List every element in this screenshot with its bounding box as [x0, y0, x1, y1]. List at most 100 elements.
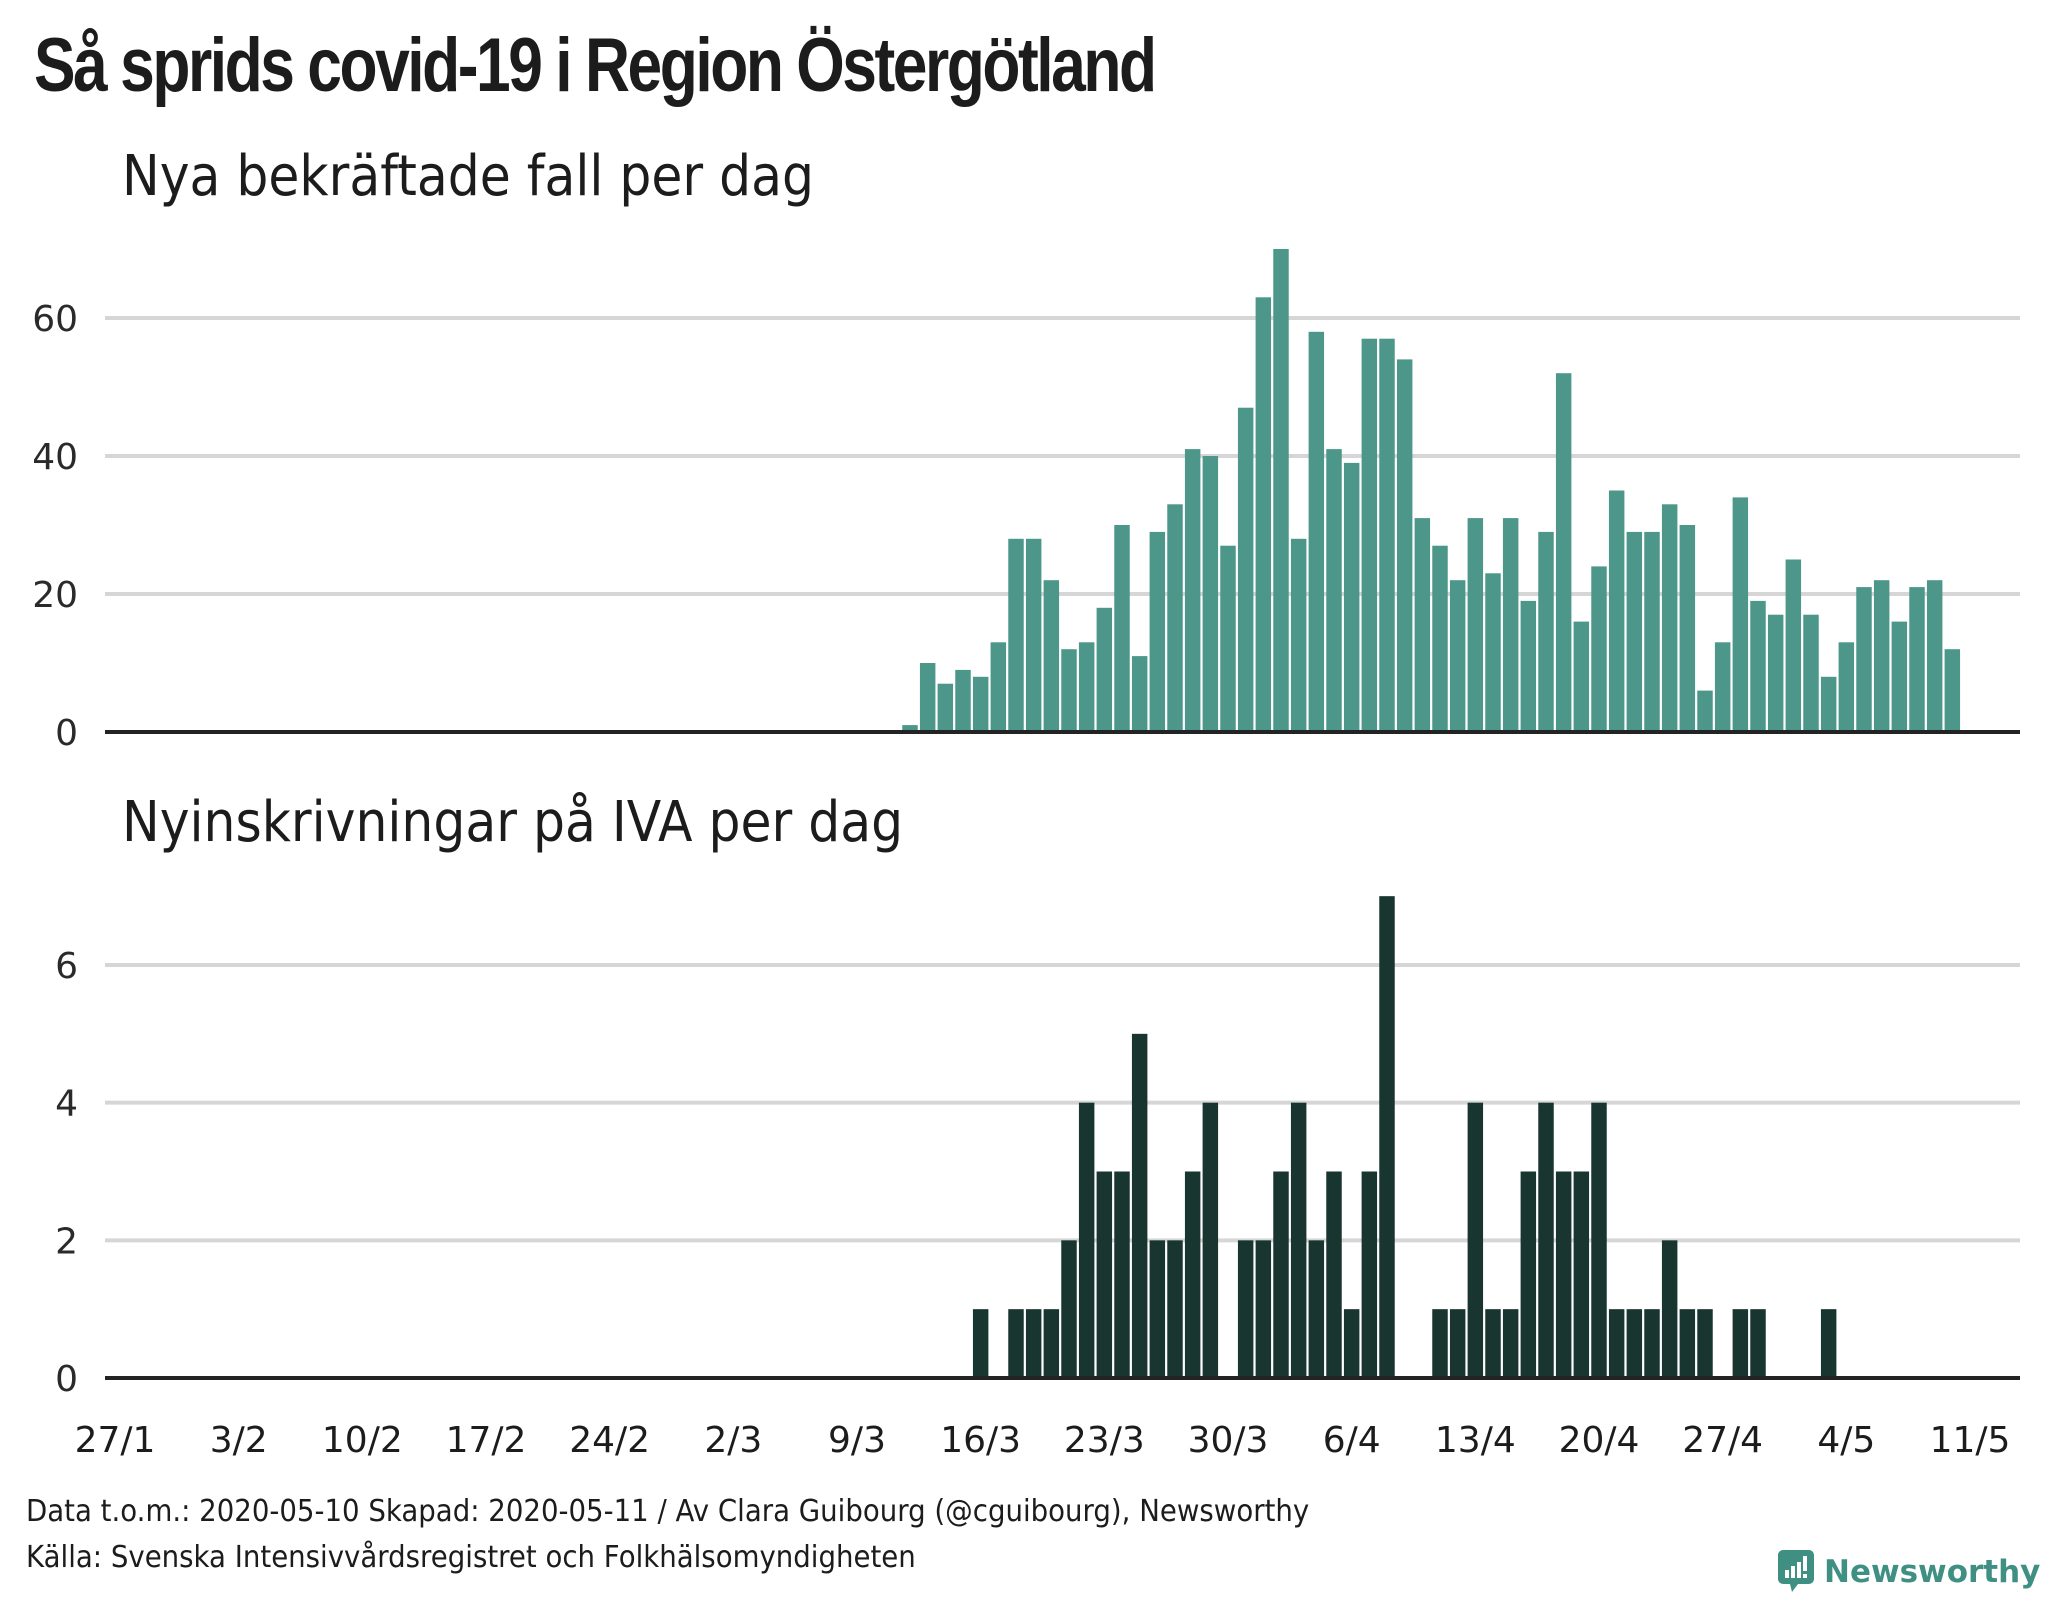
y-tick-label: 20 — [32, 575, 78, 616]
bar — [955, 669, 971, 732]
x-tick-label: 4/5 — [1817, 1420, 1875, 1461]
bar — [1220, 545, 1236, 732]
cases-chart-title: Nya bekräftade fall per dag — [122, 144, 815, 209]
bar — [1114, 1171, 1130, 1378]
bar — [972, 676, 989, 732]
bar — [1750, 600, 1766, 732]
bar — [1290, 538, 1307, 732]
bar — [1273, 249, 1289, 732]
bar — [1644, 1309, 1660, 1378]
x-axis-labels: 27/1 3/2 10/2 17/2 24/2 2/3 9/3 16/3 23/3 30/3 6/4… — [75, 1420, 2011, 1461]
bar — [1661, 504, 1678, 732]
x-tick-label: 27/4 — [1682, 1420, 1763, 1461]
x-tick-label: 10/2 — [322, 1420, 403, 1461]
cases-chart: 0 20 40 60 — [32, 249, 2020, 754]
x-tick-label: 2/3 — [704, 1420, 762, 1461]
y-tick-label: 0 — [55, 713, 78, 754]
x-tick-label: 11/5 — [1930, 1420, 2011, 1461]
bar — [1131, 656, 1148, 732]
bar — [1273, 1171, 1289, 1378]
bar — [1149, 531, 1166, 732]
bar — [1803, 614, 1819, 732]
bar — [1379, 896, 1395, 1378]
bar — [1467, 1102, 1484, 1378]
bar — [1785, 559, 1802, 732]
bar — [1326, 449, 1342, 732]
bar — [1626, 531, 1643, 732]
bar — [1202, 456, 1219, 732]
bar — [1591, 1102, 1607, 1378]
bar — [1149, 1240, 1166, 1378]
bar — [1167, 1240, 1183, 1378]
bar — [1255, 1240, 1272, 1378]
bar — [1626, 1309, 1643, 1378]
bar — [1343, 1309, 1360, 1378]
bar — [1697, 690, 1713, 732]
bar — [1078, 642, 1095, 732]
x-tick-label: 3/2 — [210, 1420, 268, 1461]
x-tick-label: 20/4 — [1559, 1420, 1640, 1461]
bar — [1396, 359, 1413, 732]
bar — [1114, 525, 1130, 732]
bar — [1379, 338, 1395, 732]
icu-chart-title: Nyinskrivningar på IVA per dag — [122, 790, 904, 855]
bar — [1061, 1240, 1077, 1378]
bar — [1891, 621, 1908, 732]
bar — [1944, 649, 1961, 732]
y-tick-label: 0 — [55, 1359, 78, 1400]
bar — [1237, 407, 1254, 732]
bar — [1361, 338, 1378, 732]
bar — [1308, 331, 1325, 732]
bar — [1856, 587, 1872, 732]
bar — [1520, 1171, 1537, 1378]
y-tick-label: 2 — [55, 1221, 78, 1262]
bar — [1555, 373, 1572, 732]
bar — [1025, 1309, 1042, 1378]
y-tick-label: 60 — [32, 299, 78, 340]
bar — [1008, 538, 1024, 732]
bar — [1679, 1309, 1696, 1378]
bar — [1873, 580, 1890, 732]
bar — [1573, 1171, 1590, 1378]
chart-title: Så sprids covid-19 i Region Östergötland — [34, 23, 1157, 108]
bar — [1750, 1309, 1766, 1378]
bar — [1184, 1171, 1201, 1378]
bar — [1573, 621, 1590, 732]
bar — [1008, 1309, 1024, 1378]
x-tick-label: 27/1 — [75, 1420, 156, 1461]
y-tick-label: 40 — [32, 437, 78, 478]
bar — [1555, 1171, 1572, 1378]
bar — [1061, 649, 1077, 732]
bar — [1308, 1240, 1325, 1378]
bar — [1414, 518, 1431, 732]
y-tick-label: 4 — [55, 1084, 78, 1125]
bar — [1432, 545, 1448, 732]
bar — [1043, 580, 1060, 732]
bar — [1661, 1240, 1678, 1378]
bar — [1732, 1309, 1749, 1378]
newsworthy-logo: Newsworthy — [1778, 1550, 2040, 1594]
bar — [972, 1309, 989, 1378]
bar — [1838, 642, 1855, 732]
bar — [937, 683, 954, 732]
bar — [1926, 580, 1943, 732]
bar — [1502, 1309, 1519, 1378]
bar — [1608, 490, 1625, 732]
bar — [1467, 518, 1484, 732]
bar — [1608, 1309, 1625, 1378]
y-tick-label: 6 — [55, 946, 78, 987]
bar — [1679, 525, 1696, 732]
footer-source: Källa: Svenska Intensivvårdsregistret oc… — [26, 1540, 916, 1575]
bar — [1449, 1309, 1466, 1378]
bar — [1485, 573, 1501, 732]
bar — [1343, 462, 1360, 732]
newsworthy-logo-text: Newsworthy — [1824, 1554, 2041, 1590]
bar — [1820, 676, 1837, 732]
x-tick-label: 6/4 — [1323, 1420, 1381, 1461]
bar — [1820, 1309, 1837, 1378]
bar — [1767, 614, 1784, 732]
newsworthy-logo-icon — [1778, 1550, 1814, 1592]
bar — [1237, 1240, 1254, 1378]
bar — [1502, 518, 1519, 732]
bar — [1290, 1102, 1307, 1378]
